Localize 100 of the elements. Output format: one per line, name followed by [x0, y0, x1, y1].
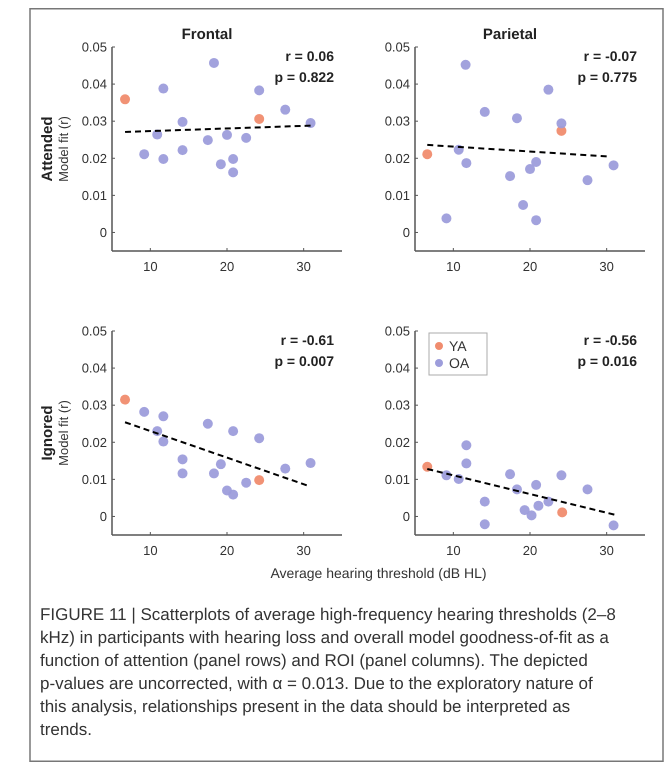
x-tick-label: 20 — [522, 259, 538, 274]
point — [422, 149, 432, 160]
y-tick-label: 0.03 — [82, 114, 107, 129]
point — [461, 440, 472, 450]
point — [480, 496, 490, 507]
y-tick-label: 0.03 — [82, 398, 107, 413]
point — [178, 454, 188, 464]
y-tick-label: 0.03 — [384, 398, 410, 413]
point — [441, 213, 452, 224]
annotation: r = 0.06 — [285, 48, 334, 64]
annotation: p = 0.007 — [274, 353, 334, 369]
point — [531, 156, 542, 167]
point — [228, 167, 238, 178]
point — [158, 84, 168, 94]
caption: FIGURE 11 | Scatterplots of average high-frequency hearing thresholds (2–8 kHz) in participants with hearing loss and overall model goodness-of-fit as a function of attention (panel rows) and ROI (panel columns). The depicted p-values are uncorrected, with α = 0.013. Due to the exploratory nature of this analysis, relationships present in the data should be interpreted as trends. — [40, 605, 616, 739]
point — [139, 149, 150, 160]
point — [480, 519, 490, 530]
x-tick-label: 20 — [220, 543, 234, 558]
annotation: p = 0.016 — [577, 353, 638, 369]
point — [241, 132, 252, 143]
annotation: p = 0.775 — [577, 69, 638, 85]
point — [120, 394, 130, 405]
point — [480, 106, 490, 117]
y-tick-label: 0.02 — [384, 150, 410, 166]
y-tick-label: 0.02 — [82, 150, 107, 166]
point — [533, 500, 544, 511]
point — [178, 116, 188, 127]
y-tick-label: 0.01 — [384, 472, 410, 487]
x-tick-label: 30 — [296, 543, 311, 558]
y-tick-label: 0.01 — [82, 472, 107, 487]
point — [158, 154, 168, 164]
point — [241, 478, 252, 488]
annotation: r = -0.61 — [280, 332, 334, 348]
y-tick-label: 0.02 — [82, 434, 107, 450]
point — [178, 145, 188, 156]
point — [254, 85, 264, 96]
y-tick-label: 0 — [402, 509, 410, 524]
x-tick-label: 10 — [446, 259, 461, 274]
y-tick-label: 0.04 — [384, 360, 410, 376]
x-tick-label: 20 — [220, 259, 234, 274]
x-tick-label: 20 — [522, 543, 538, 558]
point — [178, 468, 188, 478]
point — [139, 406, 150, 417]
point — [608, 520, 619, 530]
point — [531, 215, 542, 226]
y-tick-label: 0.04 — [384, 76, 410, 92]
point — [158, 411, 168, 422]
point — [505, 469, 516, 480]
legend-label: OA — [449, 354, 470, 371]
point — [512, 113, 522, 124]
x-axis-title: Average hearing threshold (dB HL) — [270, 565, 487, 581]
x-tick-label: 10 — [143, 259, 158, 274]
point — [520, 505, 530, 516]
x-tick-label: 10 — [143, 543, 158, 558]
point — [461, 458, 472, 468]
y-tick-label: 0.05 — [384, 324, 410, 339]
y-tick-label: 0.05 — [82, 324, 107, 339]
y-tick-label: 0.01 — [82, 188, 107, 203]
point — [202, 135, 213, 146]
x-tick-label: 30 — [599, 259, 614, 274]
x-tick-label: 10 — [446, 543, 461, 558]
y-tick-label: 0.04 — [82, 360, 107, 376]
point — [254, 433, 264, 444]
point — [582, 484, 592, 494]
point — [228, 154, 238, 164]
point — [216, 459, 226, 470]
chart-title: Parietal — [482, 26, 538, 43]
y-tick-label: 0.03 — [384, 114, 410, 129]
y-tick-label: 0 — [100, 225, 107, 240]
text: Attended — [39, 116, 56, 182]
point — [582, 175, 592, 186]
point — [556, 470, 566, 480]
annotation: r = -0.56 — [584, 332, 638, 348]
y-tick-label: 0.04 — [82, 76, 107, 92]
annotation: r = -0.07 — [584, 48, 638, 64]
point — [254, 114, 264, 124]
point — [222, 130, 232, 140]
point — [526, 510, 537, 520]
point — [531, 480, 542, 490]
point — [505, 171, 516, 182]
point — [460, 60, 471, 70]
point — [208, 58, 219, 68]
chart-title: Frontal — [182, 26, 232, 43]
text: Ignored — [39, 406, 56, 460]
y-tick-label: 0.02 — [384, 434, 410, 450]
point — [280, 464, 290, 474]
y-tick-label: 0.01 — [384, 188, 410, 203]
y-axis-title: Model fit (r) — [56, 400, 71, 466]
point — [556, 118, 566, 128]
point — [461, 158, 472, 168]
point — [280, 104, 290, 115]
legend-label: YA — [449, 338, 468, 354]
point — [158, 436, 168, 447]
point — [216, 159, 226, 170]
point — [228, 490, 238, 500]
point — [228, 426, 238, 436]
x-tick-label: 30 — [296, 259, 311, 274]
y-tick-label: 0.05 — [82, 40, 107, 55]
point — [525, 164, 535, 174]
point — [306, 458, 316, 468]
